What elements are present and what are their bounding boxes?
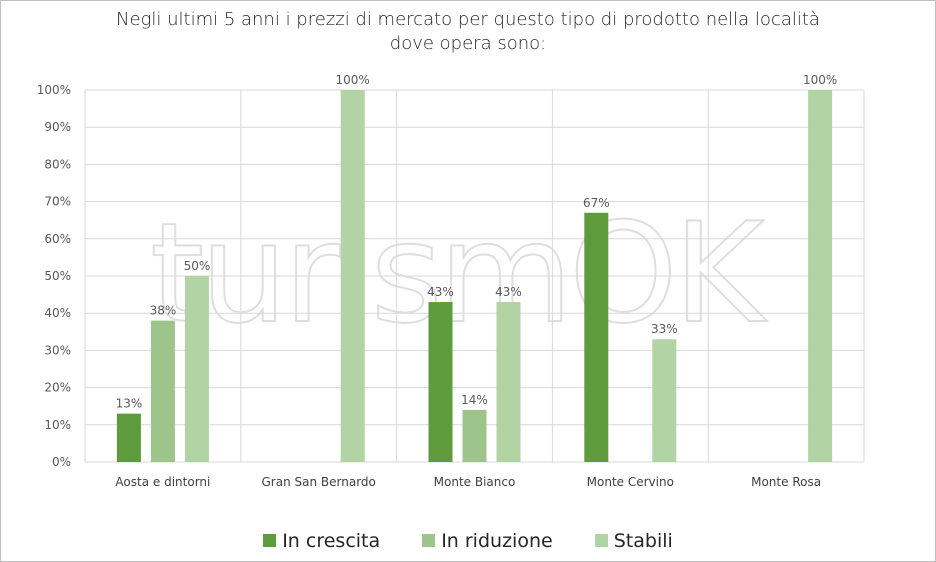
bar	[428, 302, 453, 462]
data-label: 33%	[651, 322, 678, 336]
y-tick-label: 0%	[52, 455, 71, 469]
legend-label-stabili: Stabili	[613, 530, 673, 552]
legend-label-in-riduzione: In riduzione	[441, 530, 553, 552]
y-tick-label: 40%	[44, 306, 71, 320]
data-label: 50%	[184, 259, 211, 273]
legend: In crescita In riduzione Stabili	[0, 530, 936, 552]
data-label: 100%	[803, 73, 837, 87]
legend-swatch-in-riduzione	[422, 534, 436, 547]
y-tick-label: 80%	[44, 157, 71, 171]
bar	[462, 409, 487, 462]
y-tick-label: 70%	[44, 195, 71, 209]
data-label: 100%	[336, 73, 370, 87]
y-tick-label: 20%	[44, 381, 71, 395]
bar	[584, 212, 609, 462]
bar	[340, 90, 365, 462]
legend-swatch-stabili	[594, 534, 608, 547]
legend-item-stabili: Stabili	[594, 530, 673, 552]
legend-item-in-riduzione: In riduzione	[422, 530, 553, 552]
chart-title-line-1: Negli ultimi 5 anni i prezzi di mercato …	[116, 9, 820, 30]
y-tick-label: 50%	[44, 269, 71, 283]
legend-label-in-crescita: In crescita	[282, 530, 381, 552]
bar	[808, 90, 833, 462]
y-tick-label: 90%	[44, 120, 71, 134]
chart-title-line-2: dove opera sono:	[389, 33, 547, 54]
legend-item-in-crescita: In crescita	[263, 530, 380, 552]
data-label: 38%	[150, 304, 177, 318]
y-tick-label: 60%	[44, 232, 71, 246]
x-category-label: Monte Cervino	[587, 475, 674, 489]
data-label: 67%	[583, 196, 610, 210]
x-category-label: Aosta e dintorni	[115, 475, 210, 489]
data-label: 13%	[116, 397, 143, 411]
x-category-label: Gran San Bernardo	[262, 475, 376, 489]
bar	[496, 302, 521, 462]
x-category-label: Monte Bianco	[434, 475, 516, 489]
bar	[652, 339, 677, 462]
data-label: 43%	[495, 285, 522, 299]
chart-title: Negli ultimi 5 anni i prezzi di mercato …	[0, 8, 936, 56]
y-tick-label: 10%	[44, 418, 71, 432]
bar	[184, 276, 209, 462]
bar	[116, 413, 141, 462]
data-label: 14%	[461, 393, 488, 407]
legend-swatch-in-crescita	[263, 534, 277, 547]
x-category-label: Monte Rosa	[751, 475, 821, 489]
y-tick-label: 30%	[44, 343, 71, 357]
bar	[150, 320, 175, 462]
y-tick-label: 100%	[37, 83, 71, 97]
data-label: 43%	[427, 285, 454, 299]
